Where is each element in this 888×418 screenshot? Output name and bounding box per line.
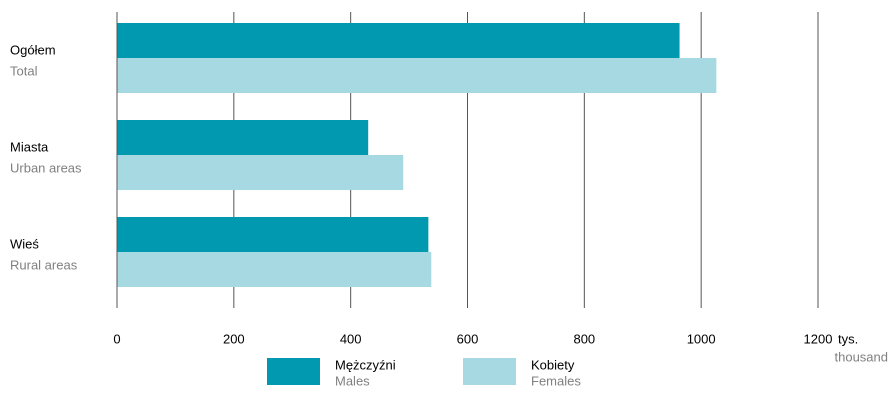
- legend-label-en: Females: [531, 373, 581, 388]
- legend-label: Mężczyźni: [335, 357, 396, 372]
- bar: [117, 155, 404, 190]
- x-tick-label: 600: [457, 331, 479, 346]
- legend-swatch: [463, 358, 516, 385]
- bar: [117, 120, 369, 155]
- bar: [117, 217, 429, 252]
- legend-label-en: Males: [335, 373, 370, 388]
- bar: [117, 23, 680, 58]
- category-label: Miasta: [10, 139, 49, 154]
- x-tick-label: 800: [573, 331, 595, 346]
- legend-label: Kobiety: [531, 357, 575, 372]
- category-label: Ogółem: [10, 42, 56, 57]
- bar: [117, 58, 717, 93]
- x-tick-label: 1000: [687, 331, 716, 346]
- x-tick-label: 0: [113, 331, 120, 346]
- x-unit: tys.: [838, 331, 858, 346]
- x-tick-label: 400: [340, 331, 362, 346]
- category-label-en: Rural areas: [10, 257, 78, 272]
- x-tick-label: 1200: [804, 331, 833, 346]
- category-label: Wieś: [10, 236, 39, 251]
- bar: [117, 252, 432, 287]
- category-label-en: Urban areas: [10, 160, 82, 175]
- x-tick-label: 200: [223, 331, 245, 346]
- legend-swatch: [267, 358, 320, 385]
- x-unit-en: thousand: [835, 349, 888, 364]
- category-label-en: Total: [10, 63, 38, 78]
